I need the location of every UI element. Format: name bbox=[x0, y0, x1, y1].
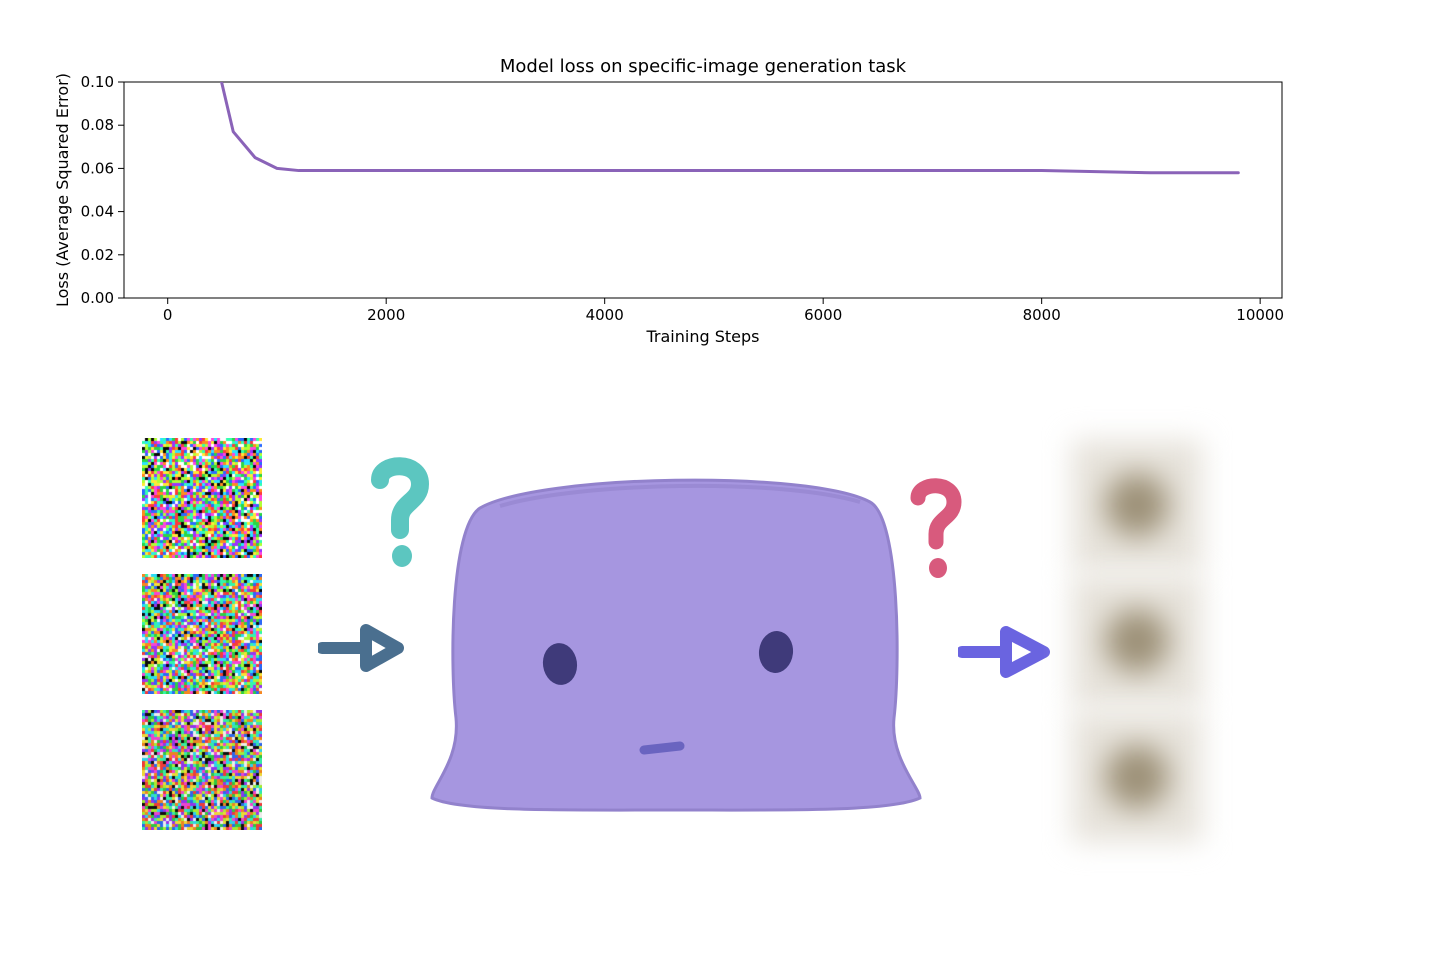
svg-text:0.02: 0.02 bbox=[81, 246, 114, 264]
arrow-right-icon bbox=[958, 622, 1054, 682]
svg-text:0.04: 0.04 bbox=[81, 203, 114, 221]
loss-chart: 0.00 0.02 0.04 0.06 0.08 0.10 0 2000 4000 6000 800… bbox=[0, 0, 1440, 360]
svg-text:4000: 4000 bbox=[586, 306, 624, 324]
question-mark-icon bbox=[904, 476, 974, 586]
svg-text:Model loss on specific-image g: Model loss on specific-image generation … bbox=[500, 56, 907, 77]
question-mark-icon bbox=[362, 454, 442, 574]
output-blur-tile bbox=[1072, 440, 1202, 570]
noise-input-tile bbox=[142, 438, 262, 558]
svg-text:0.08: 0.08 bbox=[81, 116, 114, 134]
noise-input-tile bbox=[142, 574, 262, 694]
svg-text:0.06: 0.06 bbox=[81, 159, 114, 177]
loss-chart-panel: 0.00 0.02 0.04 0.06 0.08 0.10 0 2000 4000 6000 800… bbox=[0, 0, 1440, 360]
svg-text:0: 0 bbox=[163, 306, 173, 324]
noise-input-tile bbox=[142, 710, 262, 830]
diagram-panel bbox=[0, 360, 1440, 960]
svg-text:2000: 2000 bbox=[367, 306, 405, 324]
svg-text:10000: 10000 bbox=[1236, 306, 1284, 324]
svg-text:Training Steps: Training Steps bbox=[646, 327, 760, 346]
svg-text:Loss (Average Squared Error): Loss (Average Squared Error) bbox=[53, 73, 72, 307]
svg-text:0.00: 0.00 bbox=[81, 289, 114, 307]
svg-text:8000: 8000 bbox=[1023, 306, 1061, 324]
output-blur-tile bbox=[1072, 712, 1202, 842]
output-blur-tile bbox=[1072, 576, 1202, 706]
svg-text:0.10: 0.10 bbox=[81, 73, 114, 91]
svg-text:6000: 6000 bbox=[804, 306, 842, 324]
model-blob-character bbox=[420, 468, 930, 828]
arrow-right-icon bbox=[318, 620, 408, 676]
